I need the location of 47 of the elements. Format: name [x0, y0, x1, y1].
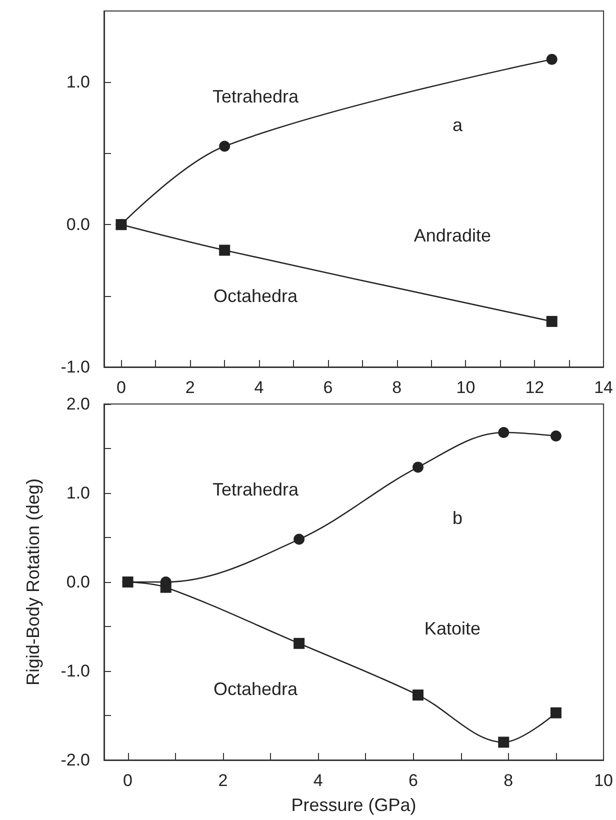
x-tick-label: 0	[123, 771, 133, 790]
x-tick-label: 2	[218, 771, 228, 790]
x-tick-label: 10	[456, 378, 476, 397]
point	[546, 316, 558, 327]
x-tick-label: 12	[525, 378, 544, 397]
y-tick-label: -1.0	[60, 358, 90, 376]
point	[550, 430, 562, 442]
y-tick-label: 2.0	[66, 394, 90, 414]
x-tick-label: 14	[594, 378, 614, 397]
annotation: Katoite	[424, 618, 480, 638]
x-tick-label: 4	[313, 771, 323, 790]
series-label: Tetrahedra	[212, 479, 300, 500]
x-axis-title: Pressure (GPa)	[291, 795, 416, 815]
point	[116, 219, 127, 230]
x-tick-label: 10	[594, 771, 614, 790]
point	[160, 582, 172, 593]
point	[294, 534, 305, 545]
point	[294, 638, 305, 649]
y-tick-label: 0.0	[66, 572, 90, 592]
y-tick-label: 1.0	[66, 72, 90, 92]
y-tick-label: 0.0	[66, 215, 90, 234]
x-tick-label: 6	[408, 771, 418, 790]
series-label: Tetrahedra	[212, 86, 300, 106]
y-tick-label: 1.0	[66, 484, 90, 502]
point	[546, 54, 558, 65]
point	[122, 576, 134, 588]
x-tick-label: 0	[116, 378, 126, 397]
point	[412, 690, 424, 701]
series-label: Octahedra	[213, 678, 299, 699]
x-tick-label: 8	[504, 771, 514, 790]
x-tick-label: 4	[254, 378, 264, 397]
series-label: Octahedra	[213, 286, 299, 306]
point	[498, 426, 510, 438]
point	[219, 140, 230, 152]
point	[219, 244, 230, 256]
annotation: Andradite	[414, 225, 491, 246]
x-tick-label: 8	[392, 378, 402, 397]
point	[412, 462, 424, 473]
x-tick-label: 2	[185, 378, 195, 397]
annotation: a	[452, 114, 464, 135]
y-axis-title: Rigid-Body Rotation (deg)	[23, 478, 43, 686]
y-tick-label: -2.0	[60, 750, 90, 770]
point	[498, 736, 510, 748]
y-tick-label: -1.0	[60, 662, 90, 680]
x-tick-label: 6	[323, 378, 333, 397]
point	[550, 707, 562, 718]
annotation: b	[452, 508, 463, 528]
